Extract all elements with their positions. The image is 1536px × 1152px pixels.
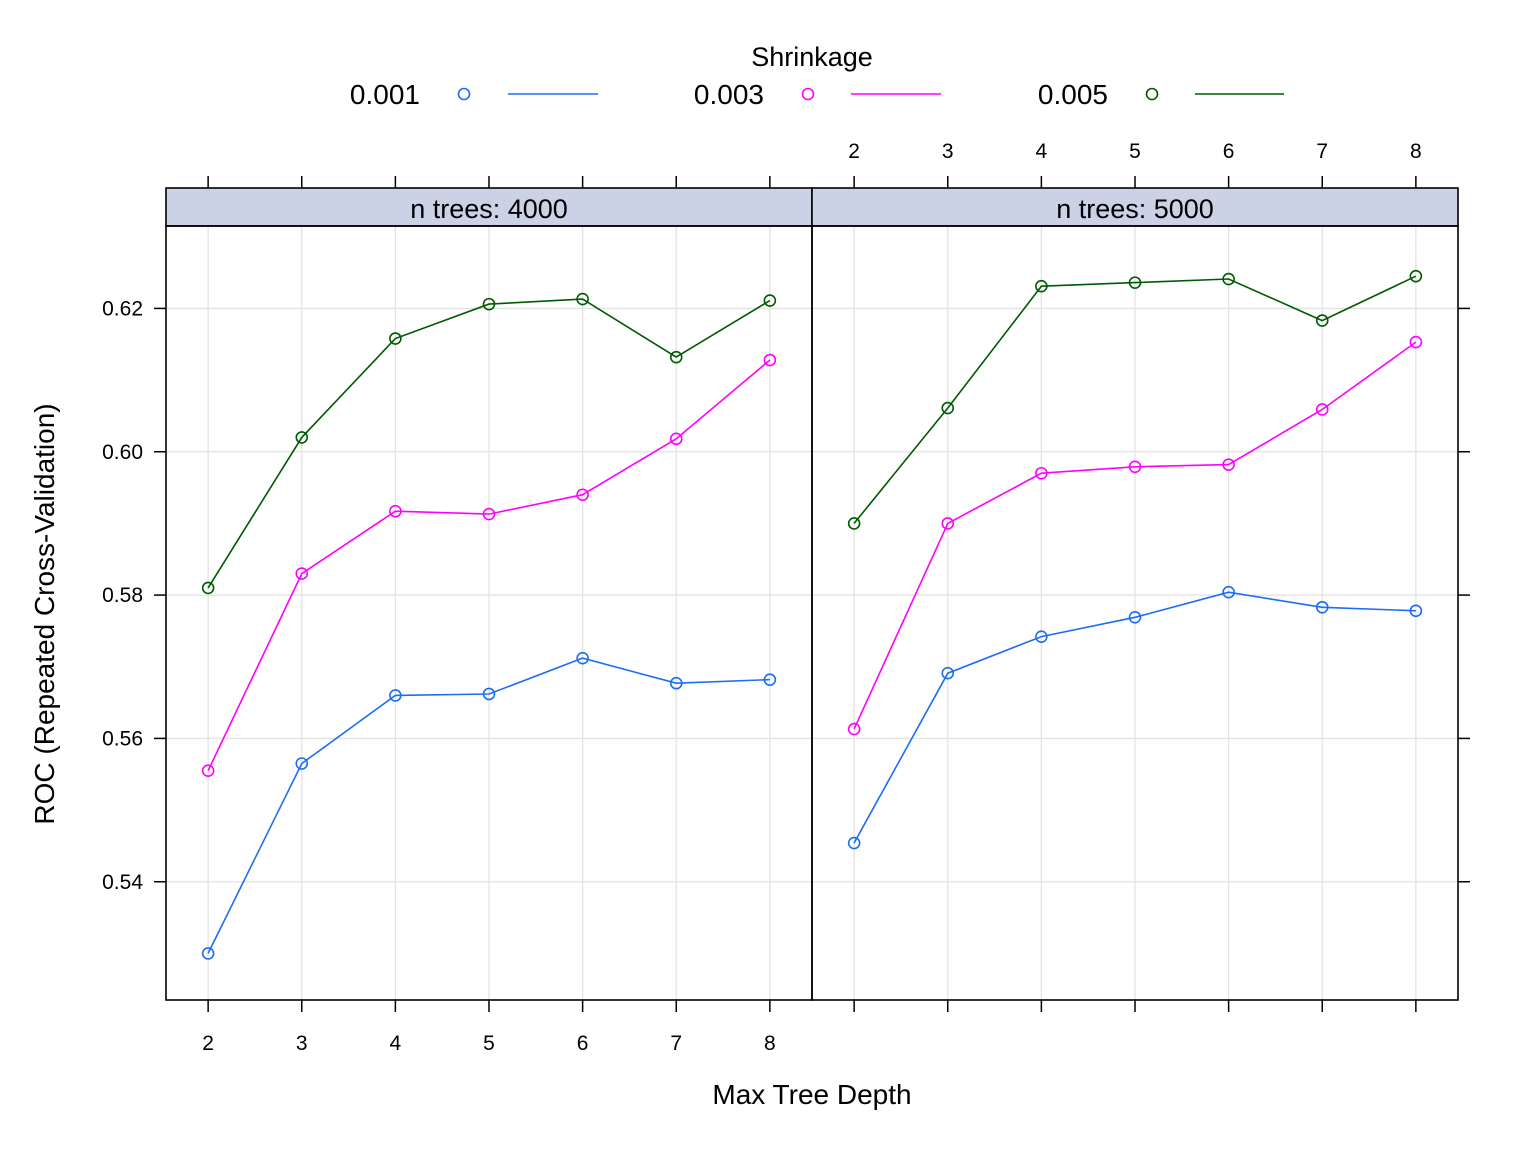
x-tick-label-5-bottom: 5 [483, 1032, 495, 1055]
point-0.001-depth-8-panel-1 [763, 673, 777, 686]
x-tick-label-6-top: 6 [1223, 140, 1235, 163]
point-0.003-depth-8-panel-1 [763, 353, 777, 367]
point-0.001-depth-2-panel-2 [847, 836, 861, 850]
point-0.003-depth-7-panel-2 [1315, 403, 1329, 416]
point-0.003-depth-4-panel-1 [389, 504, 402, 518]
x-tick-label-3-bottom: 3 [296, 1032, 308, 1055]
point-0.003-depth-2-panel-2 [847, 722, 861, 736]
series-line-0.003-panel-1 [207, 359, 771, 772]
strip-label-panel-2: n trees: 5000 [1056, 194, 1214, 224]
point-0.003-depth-7-panel-1 [669, 432, 683, 446]
point-0.005-depth-6-panel-2 [1222, 272, 1235, 286]
point-0.003-depth-6-panel-2 [1222, 458, 1235, 471]
point-0.003-depth-3-panel-2 [941, 517, 955, 530]
point-0.001-depth-8-panel-2 [1409, 604, 1423, 618]
series-line-0.005-panel-2 [853, 275, 1417, 524]
legend-marker-0.001 [457, 87, 471, 101]
strip-panel-2 [811, 187, 1459, 227]
point-0.005-depth-7-panel-1 [669, 350, 683, 364]
y-axis-label: ROC (Repeated Cross-Validation) [29, 403, 60, 824]
point-0.003-depth-4-panel-2 [1035, 466, 1048, 480]
point-0.001-depth-4-panel-2 [1035, 630, 1048, 643]
y-tick-label-0.62: 0.62 [102, 297, 143, 320]
x-tick-label-5-top: 5 [1129, 140, 1141, 163]
point-0.001-depth-6-panel-1 [576, 651, 589, 665]
point-0.003-depth-5-panel-1 [482, 507, 496, 521]
point-0.001-depth-2-panel-1 [201, 947, 215, 960]
legend-label-0.005: 0.005 [1038, 79, 1108, 110]
point-0.005-depth-5-panel-1 [482, 297, 496, 311]
series-line-0.003-panel-2 [853, 341, 1417, 730]
legend-title: Shrinkage [751, 42, 873, 72]
y-tick-label-0.56: 0.56 [102, 727, 143, 750]
point-0.003-depth-3-panel-1 [295, 567, 309, 580]
point-0.005-depth-3-panel-2 [941, 401, 955, 415]
point-0.001-depth-7-panel-2 [1315, 600, 1329, 614]
axes: n trees: 4000 2 3 4 5 6 7 8 n trees: 5000 2 3 4 5 6 7 8… [102, 140, 1470, 1055]
legend-label-0.001: 0.001 [350, 79, 420, 110]
point-0.005-depth-2-panel-1 [201, 581, 215, 595]
point-0.001-depth-5-panel-2 [1128, 610, 1142, 624]
y-tick-label-0.60: 0.60 [102, 441, 143, 464]
x-tick-label-2-bottom: 2 [202, 1032, 214, 1055]
point-0.003-depth-2-panel-1 [201, 764, 215, 777]
strip-label-panel-1: n trees: 4000 [410, 194, 568, 224]
point-0.005-depth-2-panel-2 [847, 517, 861, 530]
x-tick-label-7-top: 7 [1316, 140, 1328, 163]
point-0.005-depth-8-panel-2 [1409, 269, 1423, 283]
x-tick-label-6-bottom: 6 [577, 1032, 589, 1055]
point-0.001-depth-6-panel-2 [1222, 585, 1235, 599]
point-0.005-depth-4-panel-2 [1035, 279, 1048, 293]
point-0.003-depth-8-panel-2 [1409, 335, 1423, 349]
point-0.001-depth-3-panel-1 [295, 757, 309, 770]
y-tick-label-0.54: 0.54 [102, 871, 143, 894]
legend: Shrinkage 0.001 0.003 0.005 [350, 42, 1284, 110]
point-0.001-depth-3-panel-2 [941, 666, 955, 680]
series-layer [201, 269, 1423, 960]
x-tick-label-4-top: 4 [1036, 140, 1048, 163]
point-0.003-depth-6-panel-1 [576, 488, 589, 502]
series-line-0.001-panel-1 [207, 657, 770, 954]
point-0.001-depth-5-panel-1 [482, 687, 496, 701]
grid [166, 226, 1458, 1000]
point-0.005-depth-3-panel-1 [295, 431, 309, 444]
point-0.005-depth-6-panel-1 [576, 292, 589, 306]
point-0.005-depth-8-panel-1 [763, 294, 777, 307]
x-tick-label-8-bottom: 8 [764, 1032, 776, 1055]
x-tick-label-7-bottom: 7 [670, 1032, 682, 1055]
y-tick-label-0.58: 0.58 [102, 584, 143, 607]
point-0.005-depth-7-panel-2 [1315, 314, 1329, 327]
x-axis-label: Max Tree Depth [712, 1079, 911, 1110]
x-tick-label-4-bottom: 4 [390, 1032, 402, 1055]
legend-marker-0.005 [1145, 87, 1159, 101]
series-line-0.005-panel-1 [207, 298, 771, 589]
point-0.003-depth-5-panel-2 [1128, 460, 1142, 474]
x-tick-label-2-top: 2 [848, 140, 860, 163]
series-line-0.001-panel-2 [853, 591, 1416, 844]
legend-marker-0.003 [801, 87, 815, 101]
x-tick-label-8-top: 8 [1410, 140, 1422, 163]
point-0.001-depth-7-panel-1 [669, 676, 683, 690]
point-0.005-depth-4-panel-1 [389, 332, 402, 345]
x-tick-label-3-top: 3 [942, 140, 954, 163]
legend-label-0.003: 0.003 [694, 79, 764, 110]
point-0.005-depth-5-panel-2 [1128, 276, 1142, 289]
point-0.001-depth-4-panel-1 [389, 689, 402, 702]
